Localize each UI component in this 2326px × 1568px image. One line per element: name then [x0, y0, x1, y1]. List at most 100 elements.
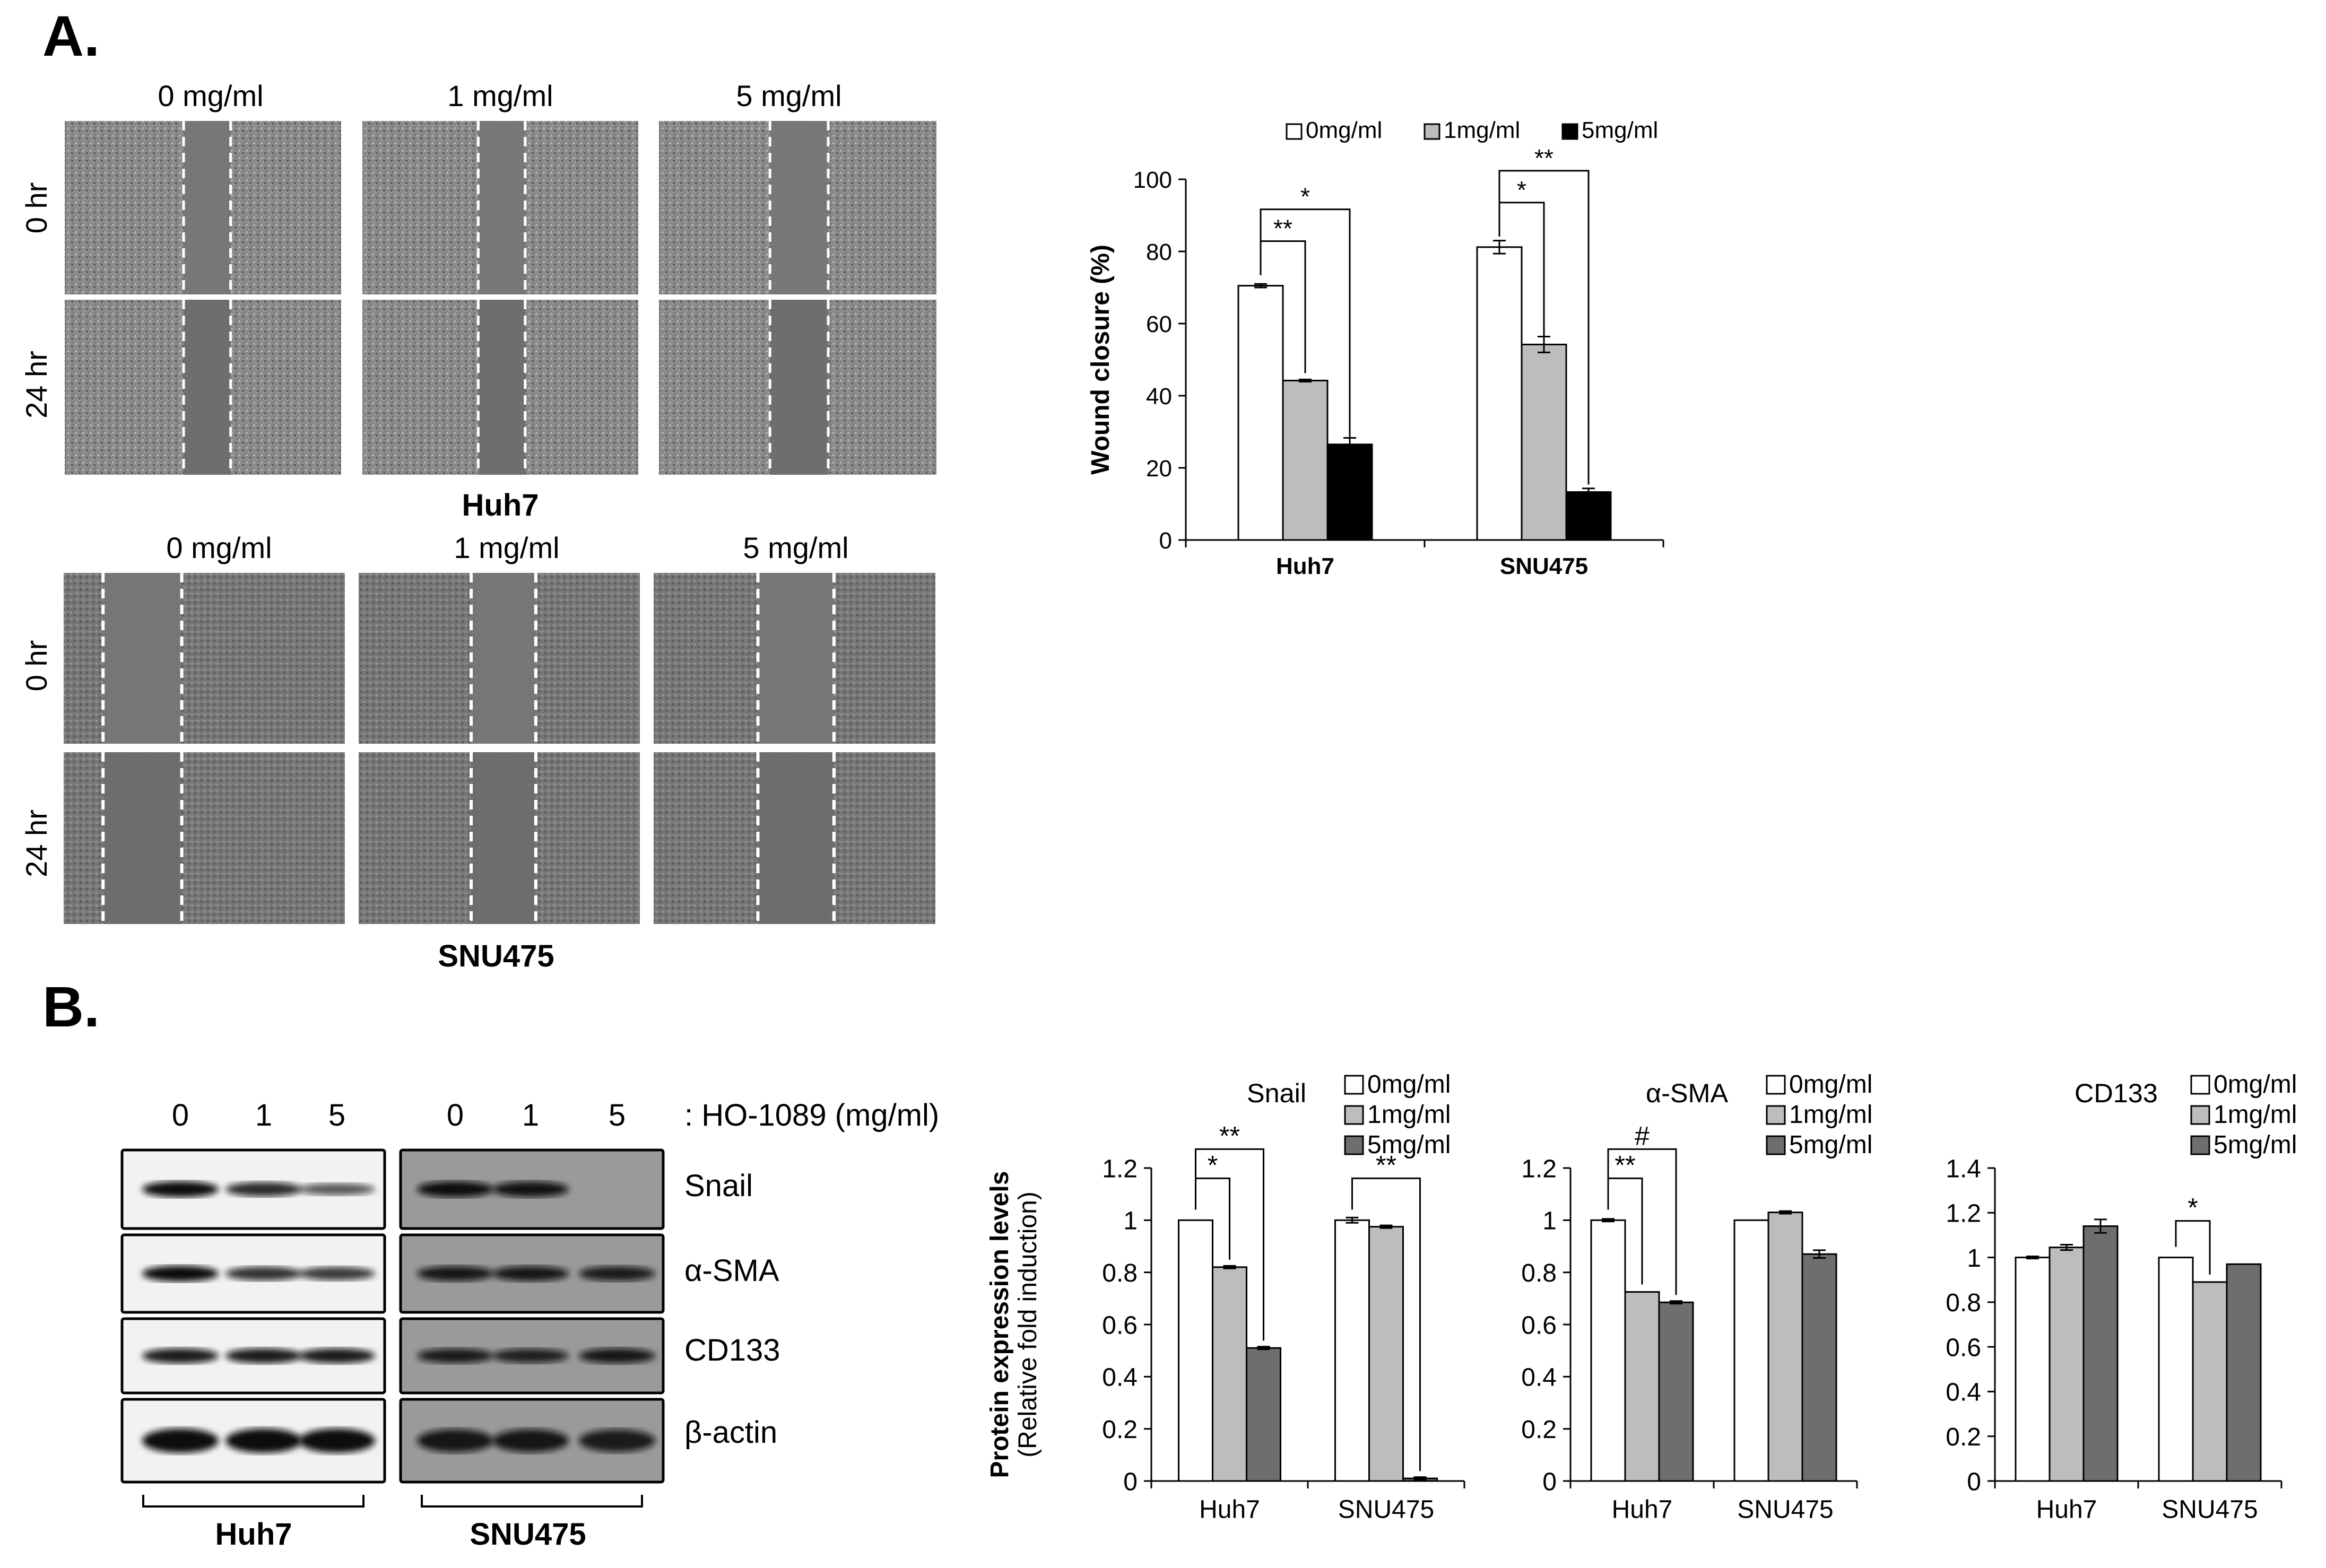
snail-bar-0-2 [1246, 1347, 1281, 1482]
snail-category-label-0: Huh7 [1199, 1496, 1260, 1524]
wound-sig-label-3: ** [1534, 144, 1553, 172]
asma-y-tick-label-6: 1.2 [1521, 1155, 1557, 1183]
cd133-legend-label-0: 0mg/ml [2214, 1070, 2297, 1099]
huh7-conc-label-2: 5 mg/ml [736, 79, 841, 112]
snu475-time-label-0: 0 hr [20, 640, 53, 692]
wound-y-tick-label-5: 100 [1133, 167, 1172, 193]
huh7-time-label-0: 0 hr [20, 182, 53, 234]
blot-band-Huh7-2-1 [225, 1348, 302, 1364]
wound-legend-swatch-2 [1561, 123, 1578, 140]
blot-cell-label-snu475: SNU475 [470, 1517, 586, 1552]
snail-y-tick-label-1: 0.2 [1102, 1416, 1138, 1444]
cd133-bar-0-0 [2015, 1257, 2051, 1482]
asma-legend-label-0: 0mg/ml [1789, 1070, 1872, 1099]
blot-lane-snu-0: 0 [447, 1098, 464, 1133]
blot-band-Huh7-1-0 [142, 1266, 219, 1282]
huh7-cell-label: Huh7 [462, 488, 539, 522]
cd133-bar-1-1 [2192, 1281, 2228, 1482]
wound-legend-label-2: 5mg/ml [1582, 117, 1658, 143]
huh7-wound-gap-0-0 [184, 121, 231, 294]
snail-y-tick-label-6: 1.2 [1102, 1155, 1138, 1183]
cd133-bar-0-2 [2082, 1225, 2119, 1482]
snail-y-tick-label-0: 0 [1123, 1468, 1138, 1496]
snail-y-tick-label-4: 0.8 [1102, 1259, 1138, 1287]
cd133-category-label-0: Huh7 [2036, 1496, 2097, 1524]
snail-legend-swatch-0 [1344, 1075, 1364, 1095]
asma-y-tick-label-3: 0.6 [1521, 1311, 1557, 1339]
snu475-conc-label-2: 5 mg/ml [743, 531, 848, 564]
snail-y-label: Protein expression levels [986, 1171, 1014, 1478]
snail-sig-label-0: * [1208, 1149, 1218, 1180]
protein-label-asma: α-SMA [684, 1253, 779, 1288]
snu475-conc-label-0: 0 mg/ml [166, 531, 272, 564]
wound-bar-1-2 [1565, 491, 1612, 541]
snail-bar-0-1 [1212, 1266, 1247, 1482]
snail-legend-label-1: 1mg/ml [1367, 1101, 1451, 1129]
protein-label-snail: Snail [684, 1169, 753, 1203]
protein-label-cd133: CD133 [684, 1333, 780, 1367]
asma-y-tick-label-5: 1 [1542, 1207, 1557, 1235]
blot-band-SNU475-2-0 [417, 1348, 493, 1363]
snail-legend-swatch-1 [1344, 1105, 1364, 1125]
snu475-wound-gap-0-1 [471, 573, 536, 744]
snu475-wound-gap-0-0 [103, 573, 182, 744]
cd133-y-tick-label-7: 1.4 [1946, 1155, 1981, 1183]
cd133-y-tick-label-3: 0.6 [1946, 1334, 1981, 1362]
cd133-bar-1-2 [2226, 1263, 2262, 1482]
cd133-y-tick-label-5: 1 [1967, 1244, 1981, 1273]
blot-cell-label-huh7: Huh7 [215, 1517, 292, 1552]
huh7-time-label-1: 24 hr [20, 351, 53, 419]
cd133-bar-1-0 [2158, 1257, 2194, 1482]
snu475-time-label-1: 24 hr [20, 809, 53, 877]
blot-band-SNU475-1-0 [417, 1266, 493, 1282]
wound-bar-1-1 [1521, 343, 1567, 541]
blot-band-SNU475-0-0 [417, 1181, 493, 1197]
huh7-wound-gap-1-2 [770, 300, 829, 475]
asma-legend-swatch-0 [1766, 1075, 1786, 1095]
snu475-wound-gap-0-2 [758, 573, 834, 744]
huh7-wound-gap-0-2 [770, 121, 829, 294]
wound-bar-0-2 [1326, 443, 1373, 541]
wound-sig-bracket-1 [1260, 208, 1351, 437]
western-blot: 0 1 5 0 1 5 : HO-1089 (mg/ml) Snail α-SM… [120, 1098, 939, 1552]
wound-bar-0-0 [1237, 285, 1284, 541]
asma-bar-1-1 [1767, 1212, 1803, 1482]
snail-sig-bracket-2 [1351, 1177, 1421, 1471]
snail-sig-label-1: ** [1219, 1120, 1240, 1151]
blot-lane-snu-1: 1 [522, 1098, 539, 1133]
blot-bracket-SNU475 [421, 1495, 643, 1508]
panel-b-letter: B. [42, 974, 100, 1039]
protein-label-bactin: β-actin [684, 1415, 777, 1450]
panel-a-letter: A. [42, 4, 100, 68]
blot-band-SNU475-3-2 [579, 1429, 655, 1452]
snail-bar-1-0 [1334, 1219, 1370, 1482]
asma-chart: 0 0.2 0.4 0.6 0.8 1 1.2 Huh7 SNU475 **#0mg/ml1mg/… [1521, 1070, 1872, 1524]
wound-y-tick-label-4: 80 [1146, 239, 1172, 265]
blot-lane-snu-2: 5 [609, 1098, 626, 1133]
asma-y-tick-label-4: 0.8 [1521, 1259, 1557, 1287]
blot-band-Huh7-1-1 [225, 1266, 302, 1281]
snail-category-label-1: SNU475 [1338, 1496, 1434, 1524]
snail-title: Snail [1247, 1078, 1306, 1108]
wound-legend-label-1: 1mg/ml [1444, 117, 1520, 143]
huh7-wound-gap-0-1 [478, 121, 525, 294]
asma-y-tick-label-0: 0 [1542, 1468, 1557, 1496]
huh7-wound-gap-1-0 [184, 300, 231, 475]
cd133-sig-label-0: * [2188, 1192, 2198, 1223]
wound-sig-label-1: * [1300, 183, 1310, 211]
cd133-legend-label-1: 1mg/ml [2214, 1101, 2297, 1129]
wound-y-tick-label-1: 20 [1146, 456, 1172, 482]
wound-y-tick-label-3: 60 [1146, 311, 1172, 337]
blot-band-Huh7-0-1 [225, 1182, 302, 1197]
asma-y-tick-label-1: 0.2 [1521, 1416, 1557, 1444]
blot-band-Huh7-2-0 [142, 1348, 219, 1364]
asma-bar-0-2 [1658, 1301, 1694, 1482]
wound-bar-0-1 [1282, 379, 1329, 541]
asma-legend-swatch-2 [1766, 1135, 1786, 1155]
wound-category-label-0: Huh7 [1276, 553, 1334, 579]
snu475-wound-gap-1-2 [758, 752, 834, 924]
blot-lane-huh7-1: 1 [255, 1098, 272, 1133]
blot-band-SNU475-3-1 [492, 1429, 569, 1452]
